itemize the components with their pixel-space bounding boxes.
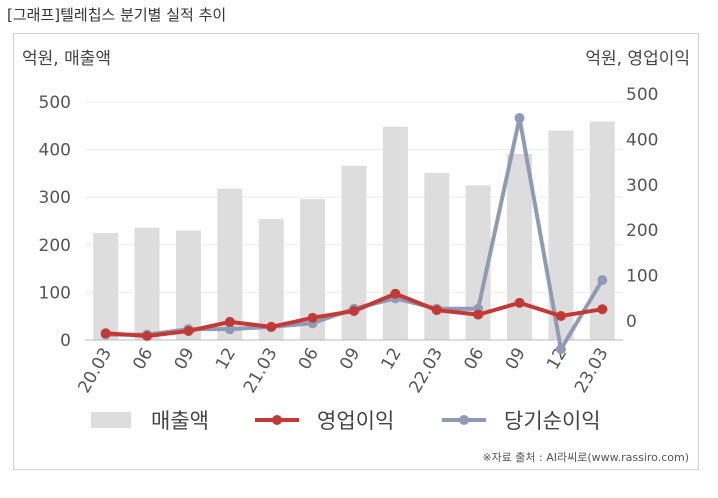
bar: [507, 153, 533, 340]
x-tick-label: 06: [295, 345, 323, 374]
series-point: [431, 305, 442, 316]
y-left-tick-label: 0: [60, 331, 71, 351]
bar: [258, 219, 284, 340]
series-point: [597, 275, 608, 286]
legend-swatch-bar: [91, 412, 131, 428]
y-left-tick-label: 200: [39, 236, 71, 256]
bar: [382, 126, 408, 340]
series-point: [142, 330, 153, 341]
bar: [217, 188, 243, 340]
series-point: [266, 321, 277, 332]
x-tick-label: 22.03: [405, 345, 447, 397]
y-left-tick-label: 300: [39, 188, 71, 208]
y-left-tick-label: 500: [39, 93, 71, 113]
x-tick-label: 09: [171, 345, 199, 374]
series-point: [349, 306, 359, 317]
series-point: [597, 304, 608, 315]
series-point: [390, 288, 401, 299]
series-point: [473, 309, 484, 320]
left-axis-unit-label: 억원, 매출액: [22, 49, 112, 69]
bar: [175, 230, 201, 340]
x-tick-label: 20.03: [74, 345, 116, 397]
y-right-tick-label: 100: [626, 267, 658, 287]
legend-label: 당기순이익: [504, 409, 601, 433]
chart-frame: 억원, 매출액 억원, 영업이익 0 100 200 300 400 500 0 100 200…: [13, 33, 699, 470]
x-tick-label: 12: [378, 345, 406, 374]
legend-label: 매출액: [151, 409, 209, 433]
right-axis-unit-label: 억원, 영업이익: [585, 49, 690, 69]
y-right-tick-label: 300: [626, 176, 658, 196]
chart-canvas: 0 100 200 300 400 500 0 100 200 300 400 500 20.03 06 0…: [39, 85, 659, 433]
source-note: ※자료 출처 : AI라씨로(www.rassiro.com): [482, 451, 689, 464]
y-right-tick-label: 500: [626, 85, 658, 105]
x-tick-label: 09: [336, 345, 364, 374]
legend-label: 영업이익: [317, 409, 394, 433]
x-tick-label: 23.03: [571, 345, 613, 397]
bar: [93, 232, 119, 340]
series-point: [555, 344, 566, 355]
y-right-tick-label: 0: [626, 312, 637, 332]
x-tick-label: 06: [129, 345, 157, 374]
y-left-tick-label: 400: [39, 141, 71, 161]
x-tick-label: 06: [460, 345, 488, 374]
y-left-tick-label: 100: [39, 283, 71, 303]
series-point: [183, 325, 194, 336]
x-tick-label: 12: [212, 345, 240, 374]
bar: [134, 227, 160, 340]
x-tick-label: 09: [502, 345, 530, 374]
series-point: [514, 113, 525, 124]
page-title: [그래프]텔레칩스 분기별 실적 추이: [7, 6, 227, 24]
series-point: [514, 297, 525, 308]
legend-swatch-marker: [272, 415, 282, 425]
series-point: [224, 324, 235, 335]
legend-swatch-marker: [459, 415, 469, 425]
y-right-tick-label: 400: [626, 130, 658, 150]
series-point: [555, 311, 566, 322]
series-point: [100, 328, 111, 339]
bar: [589, 121, 615, 341]
series-point: [307, 312, 318, 323]
x-tick-label: 21.03: [240, 345, 282, 397]
series-point: [224, 316, 235, 327]
y-right-tick-label: 200: [626, 221, 658, 241]
